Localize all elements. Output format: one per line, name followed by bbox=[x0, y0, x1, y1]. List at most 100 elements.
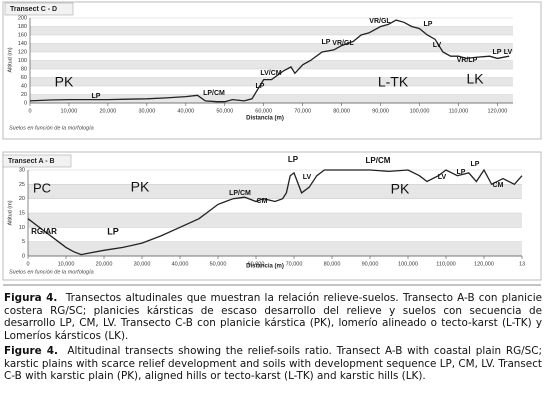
y-tick-label: 15 bbox=[19, 210, 25, 216]
caption-label: Figura 4. bbox=[4, 292, 58, 304]
x-tick-label: 70,000 bbox=[294, 108, 311, 114]
y-tick-label: 180 bbox=[18, 24, 27, 30]
x-tick-label: 50,000 bbox=[210, 261, 227, 267]
x-tick-label: 120,000 bbox=[474, 261, 494, 267]
annotation: LP bbox=[457, 169, 466, 176]
y-tick-label: 160 bbox=[18, 32, 27, 38]
chart-title: Transect A - B bbox=[8, 158, 55, 165]
annotation: LK bbox=[466, 71, 484, 87]
x-tick-label: 60,000 bbox=[255, 108, 272, 114]
y-tick-label: 100 bbox=[18, 58, 27, 64]
band bbox=[30, 26, 513, 35]
annotation: LP/CM bbox=[203, 90, 225, 97]
caption-text: Altitudinal transects showing the relief… bbox=[4, 345, 542, 383]
x-tick-label: 70,000 bbox=[286, 261, 303, 267]
x-tick-label: 90,000 bbox=[372, 108, 389, 114]
annotation: LV bbox=[433, 42, 442, 49]
x-tick-label: 20,000 bbox=[99, 108, 116, 114]
band bbox=[30, 77, 513, 86]
annotation: PC bbox=[33, 180, 51, 195]
annotation: PK bbox=[131, 179, 150, 195]
x-tick-label: 100,000 bbox=[398, 261, 418, 267]
caption-es: Figura 4. Transectos altudinales que mue… bbox=[4, 292, 542, 342]
band bbox=[28, 184, 522, 199]
x-tick-label: 40,000 bbox=[177, 108, 194, 114]
band bbox=[28, 241, 522, 256]
annotation: LP bbox=[493, 49, 502, 56]
x-tick-label: 80,000 bbox=[324, 261, 341, 267]
x-tick-label: 90,000 bbox=[362, 261, 379, 267]
caption-label: Figure 4. bbox=[4, 345, 58, 357]
y-tick-label: 200 bbox=[18, 15, 27, 21]
annotation: LV/CM bbox=[260, 70, 281, 77]
y-axis-label: Altitud (m) bbox=[7, 47, 13, 72]
annotation: RG/AR bbox=[31, 227, 57, 236]
x-tick-label: 30,000 bbox=[134, 261, 151, 267]
band bbox=[30, 43, 513, 52]
x-tick-label: 10,000 bbox=[61, 108, 78, 114]
panel-frame bbox=[2, 1, 542, 140]
annotation: LP bbox=[322, 39, 331, 46]
band bbox=[30, 60, 513, 69]
annotation: LP/CM bbox=[366, 156, 391, 165]
annotation: LP bbox=[92, 93, 101, 100]
y-tick-label: 0 bbox=[24, 100, 27, 106]
y-tick-label: 5 bbox=[22, 239, 25, 245]
annotation: VR/LP bbox=[457, 57, 478, 64]
x-tick-label: 13 bbox=[519, 261, 525, 267]
x-tick-label: 40,000 bbox=[172, 261, 189, 267]
annotation: L-TK bbox=[378, 74, 409, 90]
y-axis-label: Altitud (m) bbox=[7, 200, 13, 225]
band bbox=[28, 213, 522, 228]
band bbox=[30, 94, 513, 103]
y-tick-label: 10 bbox=[19, 225, 25, 231]
y-tick-label: 0 bbox=[22, 253, 25, 259]
y-tick-label: 25 bbox=[19, 182, 25, 188]
annotation: CM bbox=[493, 182, 504, 189]
x-tick-label: 30,000 bbox=[138, 108, 155, 114]
annotation: VR/GL bbox=[369, 18, 391, 25]
y-tick-label: 120 bbox=[18, 49, 27, 55]
annotation: VR/GL bbox=[332, 40, 354, 47]
x-tick-label: 10,000 bbox=[58, 261, 75, 267]
y-tick-label: 80 bbox=[21, 66, 27, 72]
x-axis-label: Distancia (m) bbox=[246, 116, 284, 122]
x-tick-label: 80,000 bbox=[333, 108, 350, 114]
annotation: LP/CM bbox=[229, 190, 251, 197]
x-tick-label: 50,000 bbox=[216, 108, 233, 114]
x-tick-label: 20,000 bbox=[96, 261, 113, 267]
y-tick-label: 40 bbox=[21, 83, 27, 89]
x-tick-label: 0 bbox=[28, 108, 31, 114]
annotation: PK bbox=[55, 74, 74, 90]
annotation: CM bbox=[257, 198, 268, 205]
note: Suelos en función de la morfología bbox=[9, 125, 94, 131]
profile-line bbox=[29, 19, 510, 103]
title-tab bbox=[2, 154, 72, 168]
caption-en: Figure 4. Altitudinal transects showing … bbox=[4, 345, 542, 383]
x-tick-label: 110,000 bbox=[449, 108, 468, 114]
title-tab bbox=[4, 2, 74, 16]
y-tick-label: 20 bbox=[19, 196, 25, 202]
chart-title: Transect C - D bbox=[10, 6, 57, 13]
y-tick-label: 140 bbox=[18, 41, 27, 47]
x-tick-label: 110,000 bbox=[436, 261, 455, 267]
note: Suelos en función de la morfología bbox=[9, 269, 94, 275]
annotation: LP bbox=[288, 155, 299, 164]
y-tick-label: 60 bbox=[21, 75, 27, 81]
x-tick-label: 0 bbox=[26, 261, 29, 267]
y-tick-label: 20 bbox=[21, 92, 27, 98]
annotation: LP bbox=[471, 161, 480, 168]
x-tick-label: 100,000 bbox=[410, 108, 430, 114]
annotation: LP bbox=[424, 21, 433, 28]
y-tick-label: 30 bbox=[19, 167, 25, 173]
annotation: LV bbox=[504, 49, 513, 56]
annotation: PK bbox=[391, 181, 410, 197]
annotation: LV bbox=[303, 174, 312, 181]
profile-line bbox=[27, 168, 523, 256]
x-tick-label: 120,000 bbox=[487, 108, 507, 114]
annotation: LV bbox=[438, 174, 447, 181]
x-tick-label: 60,000 bbox=[248, 261, 265, 267]
x-axis-label: Distancia (m) bbox=[246, 264, 284, 270]
